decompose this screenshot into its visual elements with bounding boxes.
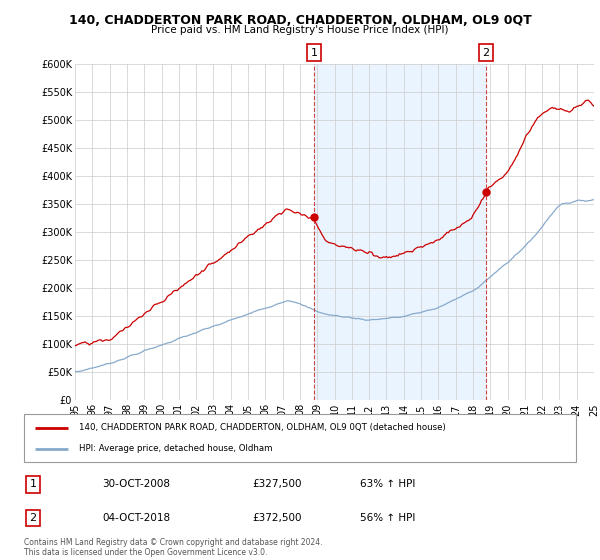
Text: 1: 1	[311, 48, 318, 58]
Text: 2: 2	[29, 513, 37, 523]
Text: 140, CHADDERTON PARK ROAD, CHADDERTON, OLDHAM, OL9 0QT (detached house): 140, CHADDERTON PARK ROAD, CHADDERTON, O…	[79, 423, 446, 432]
Text: 04-OCT-2018: 04-OCT-2018	[102, 513, 170, 523]
Text: 63% ↑ HPI: 63% ↑ HPI	[360, 479, 415, 489]
FancyBboxPatch shape	[24, 414, 576, 462]
Text: Contains HM Land Registry data © Crown copyright and database right 2024.
This d: Contains HM Land Registry data © Crown c…	[24, 538, 323, 557]
Text: £327,500: £327,500	[252, 479, 302, 489]
Text: HPI: Average price, detached house, Oldham: HPI: Average price, detached house, Oldh…	[79, 444, 272, 453]
Text: 56% ↑ HPI: 56% ↑ HPI	[360, 513, 415, 523]
Text: £372,500: £372,500	[252, 513, 302, 523]
Text: 1: 1	[29, 479, 37, 489]
Text: 2: 2	[482, 48, 490, 58]
Text: 140, CHADDERTON PARK ROAD, CHADDERTON, OLDHAM, OL9 0QT: 140, CHADDERTON PARK ROAD, CHADDERTON, O…	[68, 14, 532, 27]
Text: 30-OCT-2008: 30-OCT-2008	[102, 479, 170, 489]
Bar	[314, 64, 486, 400]
Text: Price paid vs. HM Land Registry's House Price Index (HPI): Price paid vs. HM Land Registry's House …	[151, 25, 449, 35]
